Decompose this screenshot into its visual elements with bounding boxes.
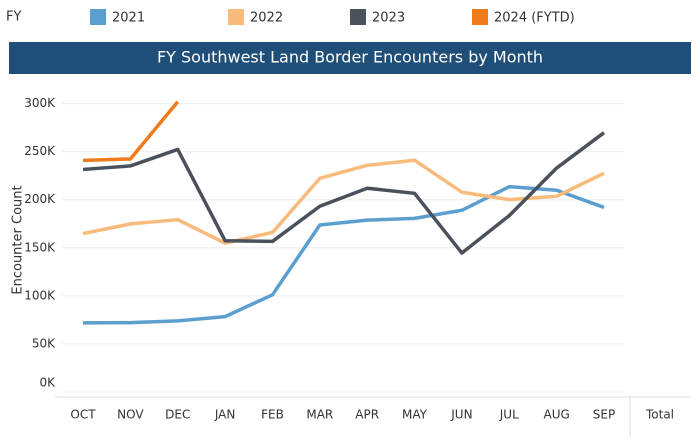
legend-swatch <box>472 9 488 25</box>
legend-label: 2022 <box>250 11 283 26</box>
y-tick-label: 100K <box>24 288 56 302</box>
series-line <box>82 100 180 163</box>
x-tick-label: AUG <box>543 408 569 422</box>
y-tick-label: 0K <box>39 376 56 390</box>
y-tick-label: 250K <box>24 144 56 158</box>
x-tick-label: FEB <box>261 408 284 422</box>
legend-swatch <box>90 9 106 25</box>
x-tick-label: APR <box>355 408 379 422</box>
x-tick-label: NOV <box>117 408 144 422</box>
x-tick-label: MAR <box>306 408 333 422</box>
x-tick-label: MAY <box>402 408 428 422</box>
series-line <box>82 184 605 325</box>
y-tick-label: 150K <box>24 240 56 254</box>
title-banner <box>9 42 691 74</box>
x-tick-label: DEC <box>165 408 190 422</box>
y-tick-label: 200K <box>24 192 56 206</box>
legend-swatch <box>228 9 244 25</box>
series-line <box>82 131 606 255</box>
chart-title: FY Southwest Land Border Encounters by M… <box>157 48 543 67</box>
series-line <box>82 158 605 245</box>
legend-label: 2023 <box>372 11 405 26</box>
legend-label: 2021 <box>112 11 145 26</box>
x-tick-label: JAN <box>214 408 236 422</box>
x-tick-label: OCT <box>70 408 96 422</box>
legend-label: 2024 (FYTD) <box>494 11 575 26</box>
y-axis-label: Encounter Count <box>11 185 26 294</box>
x-tick-label: JUL <box>499 408 519 422</box>
y-tick-label: 300K <box>24 96 56 110</box>
total-label: Total <box>645 408 674 422</box>
x-tick-label: SEP <box>593 408 615 422</box>
legend-title: FY <box>6 10 21 25</box>
x-tick-label: JUN <box>450 408 472 422</box>
legend-swatch <box>350 9 366 25</box>
y-tick-label: 50K <box>32 336 56 350</box>
